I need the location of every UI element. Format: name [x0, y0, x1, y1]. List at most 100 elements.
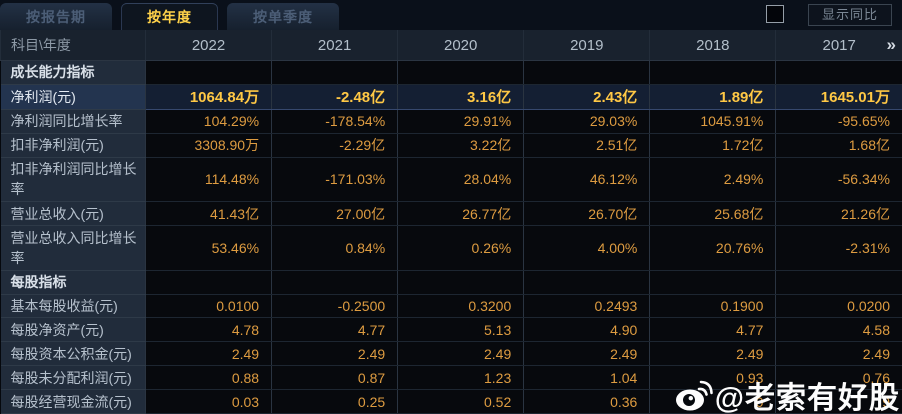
cell-value: 0.3200: [397, 294, 524, 319]
row-label: 成长能力指标: [0, 60, 146, 85]
period-tab-bar: 按报告期 按年度 按单季度 显示同比: [0, 0, 902, 30]
cell-empty: [649, 60, 776, 85]
cell-value: 0.84%: [271, 225, 398, 271]
year-header-2018[interactable]: 2018: [649, 30, 776, 61]
year-label: 2019: [570, 36, 604, 54]
cell-value: 3308.90万: [144, 133, 272, 158]
year-header-2019[interactable]: 2019: [523, 30, 650, 61]
cell-empty: [649, 270, 776, 295]
cell-empty: [523, 270, 650, 295]
cell-value: 2.51亿: [523, 133, 650, 158]
cell-value: 20.76%: [649, 225, 776, 271]
table-row: 每股经营现金流(元) 0.03 0.25 0.52 0.36 0 9: [0, 389, 902, 414]
cell-value: 2.49: [649, 341, 776, 367]
cell-empty: [397, 60, 524, 85]
row-label: 每股净资产(元): [0, 317, 146, 343]
cell-value: -178.54%: [271, 109, 398, 134]
cell-value: 4.77: [649, 317, 776, 343]
cell-value: 1.68亿: [775, 133, 902, 158]
cell-empty: [144, 60, 272, 85]
cell-value: 26.77亿: [397, 201, 524, 227]
row-label: 每股经营现金流(元): [0, 389, 146, 414]
cell-value: 1.04: [523, 365, 650, 391]
cell-empty: [523, 60, 650, 85]
cell-value: 114.48%: [144, 157, 272, 203]
table-row: 净利润(元) 1064.84万 -2.48亿 3.16亿 2.43亿 1.89亿 1645.…: [0, 83, 902, 110]
section-row: 每股指标: [0, 270, 902, 295]
cell-value: 2.49: [144, 341, 272, 367]
cell-value: 53.46%: [144, 225, 272, 271]
year-header-2021[interactable]: 2021: [271, 30, 398, 61]
cell-value: 0.03: [144, 389, 272, 414]
cell-value: 0.52: [397, 389, 524, 414]
cell-value: -2.29亿: [271, 133, 398, 158]
table-row: 每股资本公积金(元) 2.49 2.49 2.49 2.49 2.49 2.49: [0, 341, 902, 367]
show-yoy-button[interactable]: 显示同比: [807, 4, 892, 26]
cell-value: 21.26亿: [775, 201, 902, 227]
table-row: 每股净资产(元) 4.78 4.77 5.13 4.90 4.77 4.58: [0, 317, 902, 343]
watermark: @老索有好股: [674, 373, 900, 414]
year-header-2022[interactable]: 2022: [144, 30, 272, 61]
cell-value: -56.34%: [775, 157, 902, 203]
cell-value: 3.16亿: [397, 83, 524, 110]
cell-empty: [144, 270, 272, 295]
cell-value: 29.91%: [397, 109, 524, 134]
cell-value: 0.88: [144, 365, 272, 391]
section-row: 成长能力指标: [0, 60, 902, 85]
cell-value: 5.13: [397, 317, 524, 343]
cell-value: 2.49%: [649, 157, 776, 203]
cell-value: 0.0200: [775, 294, 902, 319]
table-row: 基本每股收益(元) 0.0100 -0.2500 0.3200 0.2493 0.1900…: [0, 294, 902, 319]
cell-value: 0.2493: [523, 294, 650, 319]
show-yoy-checkbox[interactable]: [766, 5, 784, 23]
cell-value: 29.03%: [523, 109, 650, 134]
cell-value: 41.43亿: [144, 201, 272, 227]
tab-by-year[interactable]: 按年度: [121, 3, 218, 30]
corner-label: 科目\年度: [0, 30, 146, 61]
tab-by-single-quarter[interactable]: 按单季度: [227, 3, 339, 30]
cell-value: 0.87: [271, 365, 398, 391]
cell-value: 0.0100: [144, 294, 272, 319]
year-label: 2020: [444, 36, 478, 54]
table-row: 营业总收入同比增长率 53.46% 0.84% 0.26% 4.00% 20.76% -2.…: [0, 225, 902, 271]
watermark-handle: @老索有好股: [714, 382, 900, 414]
year-label: 2021: [317, 36, 352, 54]
year-header-2017[interactable]: 2017 »: [775, 30, 902, 61]
cell-value: 1045.91%: [649, 109, 776, 134]
cell-value: -0.2500: [271, 294, 398, 319]
row-label: 扣非净利润同比增长率: [0, 157, 146, 203]
cell-value: 1.72亿: [649, 133, 776, 158]
row-label: 基本每股收益(元): [0, 294, 146, 319]
row-label: 每股指标: [0, 270, 146, 295]
cell-value: -95.65%: [775, 109, 902, 134]
row-label: 每股资本公积金(元): [0, 341, 146, 367]
year-header-2020[interactable]: 2020: [397, 30, 524, 61]
cell-value: 0.25: [271, 389, 398, 414]
cell-value: 46.12%: [523, 157, 650, 203]
cell-value: 104.29%: [144, 109, 272, 134]
cell-value: 28.04%: [397, 157, 524, 203]
cell-empty: [397, 270, 524, 295]
row-label: 每股未分配利润(元): [0, 365, 146, 391]
cell-value: -2.31%: [775, 225, 902, 271]
table-row: 营业总收入(元) 41.43亿 27.00亿 26.77亿 26.70亿 25.68亿 21…: [0, 201, 902, 227]
cell-value: 4.00%: [523, 225, 650, 271]
table-row: 净利润同比增长率 104.29% -178.54% 29.91% 29.03% 1045.…: [0, 109, 902, 134]
cell-value: 25.68亿: [649, 201, 776, 227]
cell-value: 0.76: [775, 365, 902, 391]
cell-value: 4.78: [144, 317, 272, 343]
more-years-icon[interactable]: »: [886, 34, 896, 54]
cell-value: 0.1900: [649, 294, 776, 319]
year-label: 2017: [822, 36, 856, 54]
weibo-icon: [674, 378, 714, 412]
cell-value: 2.49: [775, 341, 902, 367]
cell-value: 0.26%: [397, 225, 524, 271]
row-label: 营业总收入同比增长率: [0, 225, 146, 271]
row-label: 净利润同比增长率: [0, 109, 146, 134]
cell-value: 1645.01万: [775, 83, 902, 110]
cell-value: -2.48亿: [271, 83, 398, 110]
tab-by-report-period[interactable]: 按报告期: [0, 3, 112, 30]
cell-value: 26.70亿: [523, 201, 650, 227]
cell-value: 2.49: [523, 341, 650, 367]
